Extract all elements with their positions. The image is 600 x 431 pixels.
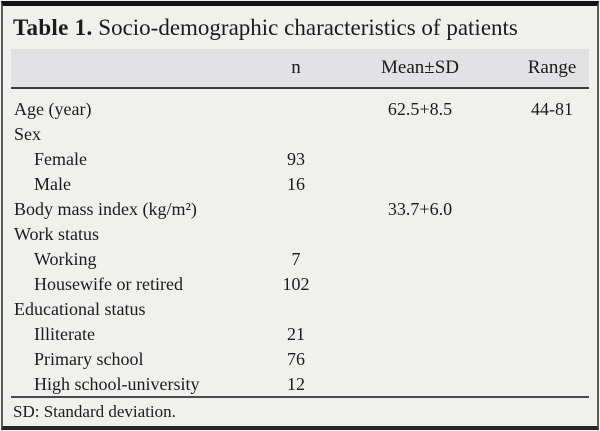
row-mean-sd-value: 33.7+6.0 <box>387 198 453 219</box>
row-label: Housewife or retired <box>34 273 183 294</box>
table-caption-title: Socio-demographic characteristics of pat… <box>92 15 518 40</box>
row-mean-sd-value: 62.5+8.5 <box>387 98 453 119</box>
table-caption: Table 1. Socio-demographic characteristi… <box>3 6 597 49</box>
table-row: Body mass index (kg/m²) 33.7+6.0 <box>11 197 589 222</box>
table-row: Primary school 76 <box>11 347 589 372</box>
row-label: Primary school <box>34 348 144 369</box>
row-n-value: 76 <box>287 348 305 369</box>
table-row: Educational status <box>11 297 589 322</box>
row-label: High school-university <box>34 373 200 394</box>
row-n-value: 12 <box>287 373 305 394</box>
table-body: Age (year) 62.5+8.5 44-81 Sex Female 93 … <box>3 89 597 396</box>
table-caption-label: Table 1. <box>13 15 93 40</box>
table-row: Working 7 <box>11 247 589 272</box>
row-range-value: 44-81 <box>531 98 573 119</box>
row-label: Female <box>34 148 87 169</box>
table-row: Male 16 <box>11 172 589 197</box>
row-label: Illiterate <box>34 323 95 344</box>
row-n-value: 21 <box>287 323 305 344</box>
row-label: Educational status <box>14 298 146 319</box>
row-n-value: 16 <box>287 173 305 194</box>
table-header-row: n Mean±SD Range <box>11 49 589 89</box>
row-label: Sex <box>14 123 41 144</box>
row-label: Male <box>34 173 71 194</box>
table-row: Work status <box>11 222 589 247</box>
row-label: Body mass index (kg/m²) <box>14 198 197 219</box>
table-row: High school-university 12 <box>11 372 589 397</box>
footnote-divider <box>11 396 589 398</box>
table-row: Age (year) 62.5+8.5 44-81 <box>11 97 589 122</box>
row-label: Working <box>34 248 97 269</box>
row-n-value: 7 <box>291 248 301 269</box>
table-row: Sex <box>11 122 589 147</box>
row-label: Work status <box>14 223 100 244</box>
table-footnote: SD: Standard deviation. <box>13 402 176 421</box>
table-row: Illiterate 21 <box>11 322 589 347</box>
row-n-value: 102 <box>282 273 310 294</box>
table-row: Female 93 <box>11 147 589 172</box>
row-label: Age (year) <box>14 98 92 119</box>
table-row: Housewife or retired 102 <box>11 272 589 297</box>
header-mean-sd-column: Mean±SD <box>381 56 459 78</box>
header-n-column: n <box>291 56 301 78</box>
header-range-column: Range <box>527 56 577 78</box>
row-n-value: 93 <box>287 148 305 169</box>
